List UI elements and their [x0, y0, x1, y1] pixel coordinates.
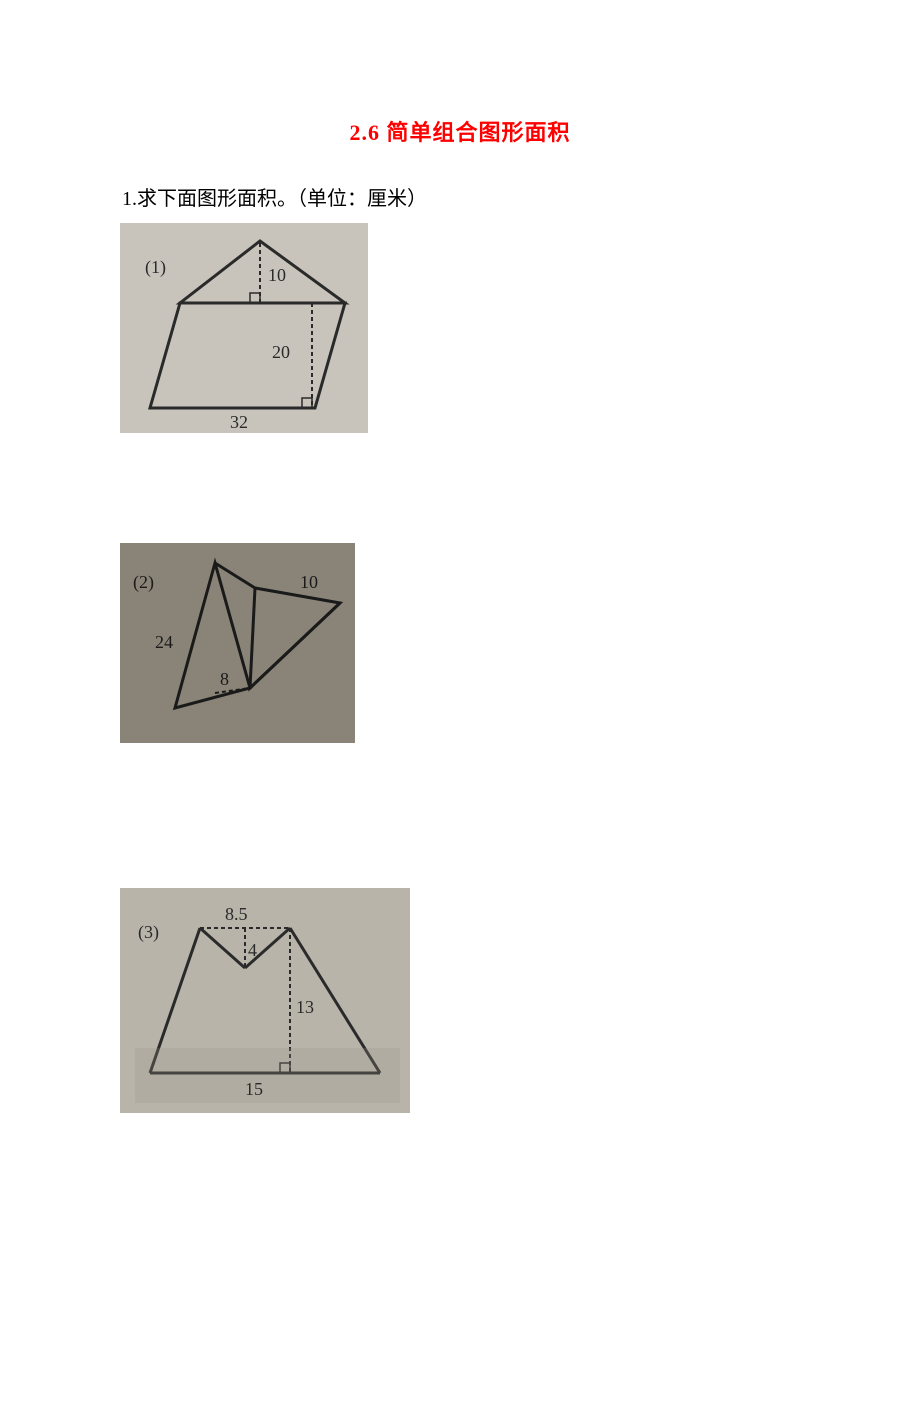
- figure1-dim2: 20: [272, 342, 290, 362]
- figure2-dim3: 8: [220, 669, 229, 689]
- question-text: 1.求下面图形面积。（单位：厘米）: [122, 182, 920, 211]
- figure3-dim3: 13: [296, 997, 314, 1017]
- figure1-label: (1): [145, 257, 166, 278]
- figure-2: (2) 10 24 8: [120, 543, 355, 743]
- section-title: 2.6 简单组合图形面积: [0, 115, 920, 147]
- figure3-label: (3): [138, 922, 159, 943]
- figure1-dim3: 32: [230, 412, 248, 432]
- figure3-dim4: 15: [245, 1079, 263, 1099]
- figure2-label: (2): [133, 572, 154, 593]
- figure2-dim2: 24: [155, 632, 173, 652]
- figure-3: (3) 8.5 4 13 15: [120, 888, 410, 1113]
- figure3-dim1: 8.5: [225, 904, 248, 924]
- figure2-dim1: 10: [300, 572, 318, 592]
- figure1-dim1: 10: [268, 265, 286, 285]
- figure3-dim2: 4: [248, 940, 257, 960]
- figure-1: (1) 10 20 32: [120, 223, 368, 433]
